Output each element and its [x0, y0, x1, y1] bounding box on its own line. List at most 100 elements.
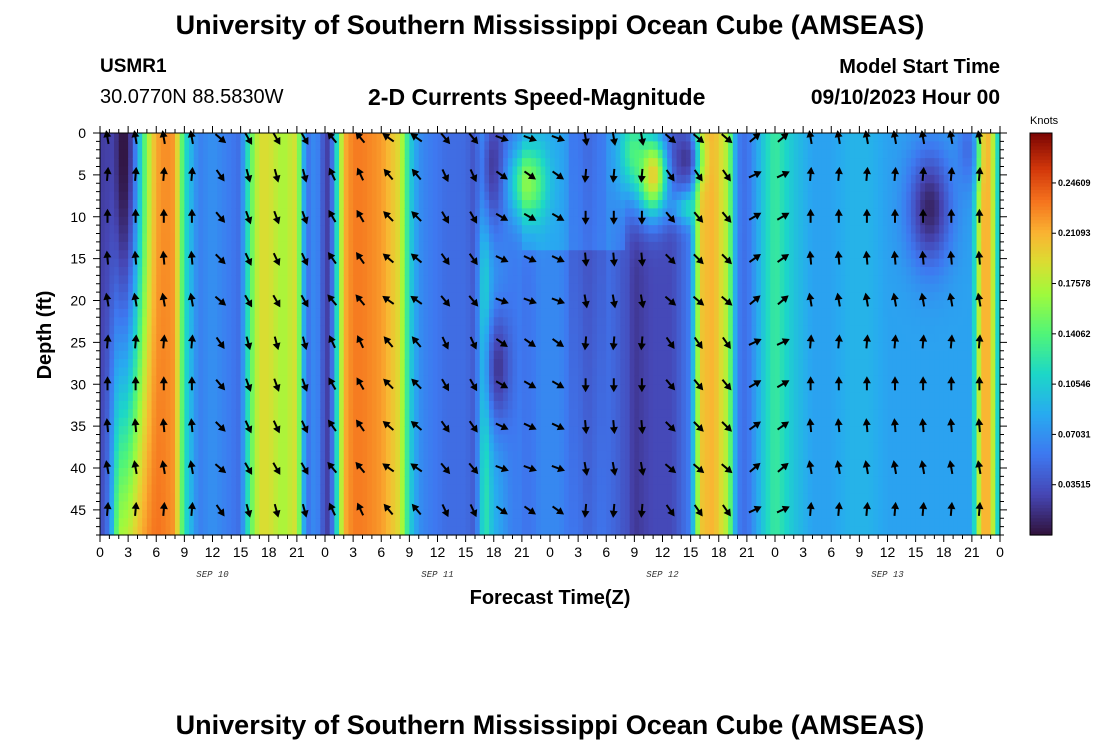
- heatmap-cell: [123, 308, 129, 318]
- heatmap-cell: [292, 493, 298, 503]
- heatmap-cell: [489, 434, 495, 444]
- heatmap-cell: [278, 459, 284, 469]
- heatmap-cell: [465, 493, 471, 503]
- heatmap-cell: [479, 342, 485, 352]
- heatmap-cell: [526, 317, 532, 327]
- heatmap-cell: [432, 133, 439, 142]
- heatmap-cell: [367, 426, 373, 436]
- heatmap-cell: [362, 375, 368, 385]
- heatmap-cell: [437, 392, 443, 402]
- heatmap-cell: [179, 325, 185, 335]
- heatmap-cell: [545, 141, 551, 151]
- heatmap-cell: [203, 476, 209, 486]
- heatmap-cell: [278, 241, 284, 251]
- heatmap-cell: [545, 484, 551, 494]
- heatmap-cell: [479, 191, 485, 201]
- heatmap-cell: [264, 468, 270, 477]
- heatmap-cell: [165, 141, 171, 151]
- heatmap-cell: [193, 250, 200, 260]
- heatmap-cell: [287, 141, 293, 151]
- heatmap-cell: [250, 283, 256, 293]
- heatmap-cell: [310, 409, 317, 419]
- heatmap-cell: [170, 384, 176, 394]
- heatmap-cell: [498, 200, 504, 209]
- heatmap-cell: [296, 350, 303, 360]
- heatmap-cell: [156, 476, 162, 486]
- heatmap-cell: [296, 200, 303, 209]
- heatmap-cell: [189, 283, 195, 293]
- heatmap-cell: [310, 417, 317, 427]
- heatmap-cell: [235, 484, 242, 494]
- heatmap-cell: [259, 509, 265, 519]
- heatmap-cell: [521, 401, 528, 410]
- heatmap-cell: [498, 283, 504, 293]
- heatmap-cell: [395, 174, 401, 184]
- heatmap-cell: [240, 216, 246, 226]
- heatmap-cell: [264, 384, 270, 394]
- heatmap-cell: [179, 459, 185, 469]
- heatmap-cell: [226, 183, 232, 193]
- heatmap-cell: [493, 493, 500, 503]
- heatmap-cell: [348, 241, 354, 251]
- heatmap-cell: [100, 451, 106, 461]
- heatmap-cells: [100, 133, 1001, 536]
- heatmap-cell: [503, 141, 509, 151]
- heatmap-cell: [503, 283, 509, 293]
- heatmap-cell: [404, 442, 410, 452]
- heatmap-cell: [123, 468, 129, 477]
- heatmap-cell: [114, 241, 120, 251]
- heatmap-cell: [156, 526, 162, 536]
- heatmap-cell: [484, 191, 490, 201]
- heatmap-cell: [512, 367, 518, 377]
- heatmap-cell: [535, 493, 542, 503]
- heatmap-cell: [268, 200, 275, 209]
- heatmap-cell: [123, 174, 129, 184]
- heatmap-cell: [381, 158, 387, 168]
- heatmap-cell: [264, 308, 270, 318]
- heatmap-cell: [512, 233, 518, 243]
- heatmap-cell: [343, 166, 350, 176]
- heatmap-cell: [465, 133, 471, 142]
- heatmap-cell: [142, 141, 148, 151]
- heatmap-cell: [339, 292, 345, 302]
- heatmap-cell: [325, 426, 331, 436]
- heatmap-cell: [390, 133, 396, 142]
- heatmap-cell: [564, 149, 570, 159]
- heatmap-cell: [385, 141, 392, 151]
- heatmap-cell: [207, 518, 214, 528]
- heatmap-cell: [118, 233, 125, 243]
- heatmap-cell: [320, 317, 326, 327]
- heatmap-cell: [550, 233, 556, 243]
- heatmap-cell: [325, 225, 331, 235]
- heatmap-cell: [512, 225, 518, 235]
- heatmap-cell: [568, 141, 575, 151]
- heatmap-cell: [146, 334, 153, 343]
- heatmap-cell: [268, 451, 275, 461]
- heatmap-cell: [254, 149, 260, 159]
- heatmap-cell: [184, 417, 190, 427]
- heatmap-cell: [240, 300, 246, 310]
- heatmap-cell: [301, 476, 307, 486]
- heatmap-cell: [432, 459, 439, 469]
- heatmap-cell: [160, 526, 167, 536]
- heatmap-cell: [554, 526, 560, 536]
- heatmap-cell: [381, 359, 387, 369]
- heatmap-cell: [512, 208, 518, 218]
- heatmap-cell: [564, 208, 570, 218]
- heatmap-cell: [315, 434, 321, 444]
- heatmap-cell: [165, 208, 171, 218]
- heatmap-cell: [381, 267, 387, 276]
- heatmap-cell: [329, 350, 335, 360]
- heatmap-cell: [310, 292, 317, 302]
- heatmap-cell: [212, 200, 218, 209]
- heatmap-cell: [573, 476, 579, 486]
- heatmap-cell: [512, 158, 518, 168]
- heatmap-cell: [531, 409, 537, 419]
- heatmap-cell: [390, 300, 396, 310]
- heatmap-cell: [517, 501, 523, 511]
- heatmap-cell: [179, 250, 185, 260]
- heatmap-cell: [193, 476, 200, 486]
- heatmap-cell: [142, 359, 148, 369]
- heatmap-cell: [231, 216, 237, 226]
- heatmap-cell: [203, 442, 209, 452]
